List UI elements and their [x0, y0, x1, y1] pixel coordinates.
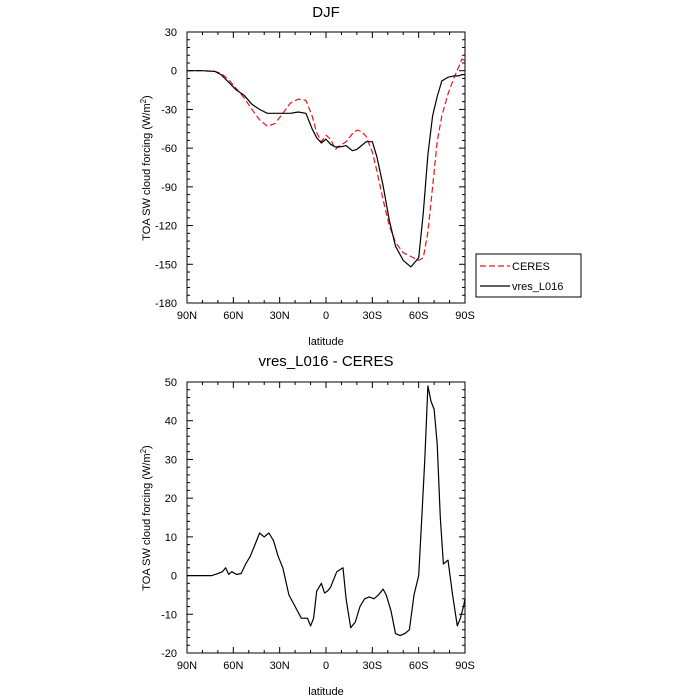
- legend-label-ceres: CERES: [512, 261, 550, 273]
- top-x-axis-label: latitude: [308, 336, 343, 348]
- top-chart-title: DJF: [312, 4, 340, 21]
- top-ytick-label: -60: [161, 143, 177, 155]
- bottom-ytick-label: 0: [171, 571, 177, 583]
- top-xtick-label: 60S: [409, 310, 429, 322]
- top-ytick-label: -90: [161, 182, 177, 194]
- bottom-ticks: 90N 60N 30N 0 30S 60S 90S 50 40 30 20 10 0 -10 -20: [161, 377, 475, 672]
- top-panel: DJF 90N 60N 30N 0 30S 60S 90S 30 0 -30 -60 -90 -120 -…: [139, 4, 582, 348]
- bottom-xtick-label: 30S: [363, 660, 383, 672]
- bottom-xtick-label: 30N: [270, 660, 290, 672]
- bottom-series-line-difference: [187, 385, 466, 637]
- bottom-plot-frame: [186, 381, 466, 654]
- top-ytick-label: 30: [165, 27, 177, 39]
- top-plot-frame: [186, 31, 466, 304]
- top-series-line-ceres: [187, 58, 466, 261]
- bottom-xtick-label: 60S: [409, 660, 429, 672]
- bottom-xtick-label: 90S: [455, 660, 475, 672]
- bottom-ytick-label: -10: [161, 609, 177, 621]
- top-ticks: 90N 60N 30N 0 30S 60S 90S 30 0 -30 -60 -90 -120 -150 -…: [155, 27, 475, 322]
- bottom-xtick-label: 90N: [177, 660, 197, 672]
- bottom-panel: vres_L016 - CERES 90N 60N 30N 0 30S 60S 90S 50 4…: [139, 353, 475, 698]
- bottom-ytick-label: 40: [165, 416, 177, 428]
- bottom-xtick-label: 0: [323, 660, 329, 672]
- top-ytick-label: 0: [171, 66, 177, 78]
- bottom-ytick-label: 30: [165, 454, 177, 466]
- top-xtick-label: 60N: [223, 310, 243, 322]
- top-y-axis-label: TOA SW cloud forcing (W/m2): [139, 95, 153, 240]
- bottom-chart-title: vres_L016 - CERES: [258, 353, 393, 370]
- top-xtick-label: 30N: [270, 310, 290, 322]
- bottom-series: [187, 385, 466, 637]
- top-xtick-label: 90N: [177, 310, 197, 322]
- top-ytick-label: -180: [155, 298, 177, 310]
- top-ytick-label: -30: [161, 104, 177, 116]
- bottom-ytick-label: 10: [165, 532, 177, 544]
- bottom-ytick-label: 50: [165, 377, 177, 389]
- top-xtick-label: 30S: [363, 310, 383, 322]
- top-xtick-label: 90S: [455, 310, 475, 322]
- top-ytick-label: -120: [155, 221, 177, 233]
- top-xtick-label: 0: [323, 310, 329, 322]
- top-series-line-vres-l016: [187, 70, 465, 268]
- bottom-x-axis-label: latitude: [308, 686, 343, 698]
- top-series: [187, 58, 466, 268]
- legend-label-vres: vres_L016: [512, 281, 563, 293]
- bottom-ytick-label: 20: [165, 493, 177, 505]
- top-legend: CERES vres_L016: [475, 253, 582, 298]
- top-ytick-label: -150: [155, 259, 177, 271]
- bottom-xtick-label: 60N: [223, 660, 243, 672]
- bottom-y-axis-label: TOA SW cloud forcing (W/m2): [139, 445, 153, 590]
- bottom-ytick-label: -20: [161, 648, 177, 660]
